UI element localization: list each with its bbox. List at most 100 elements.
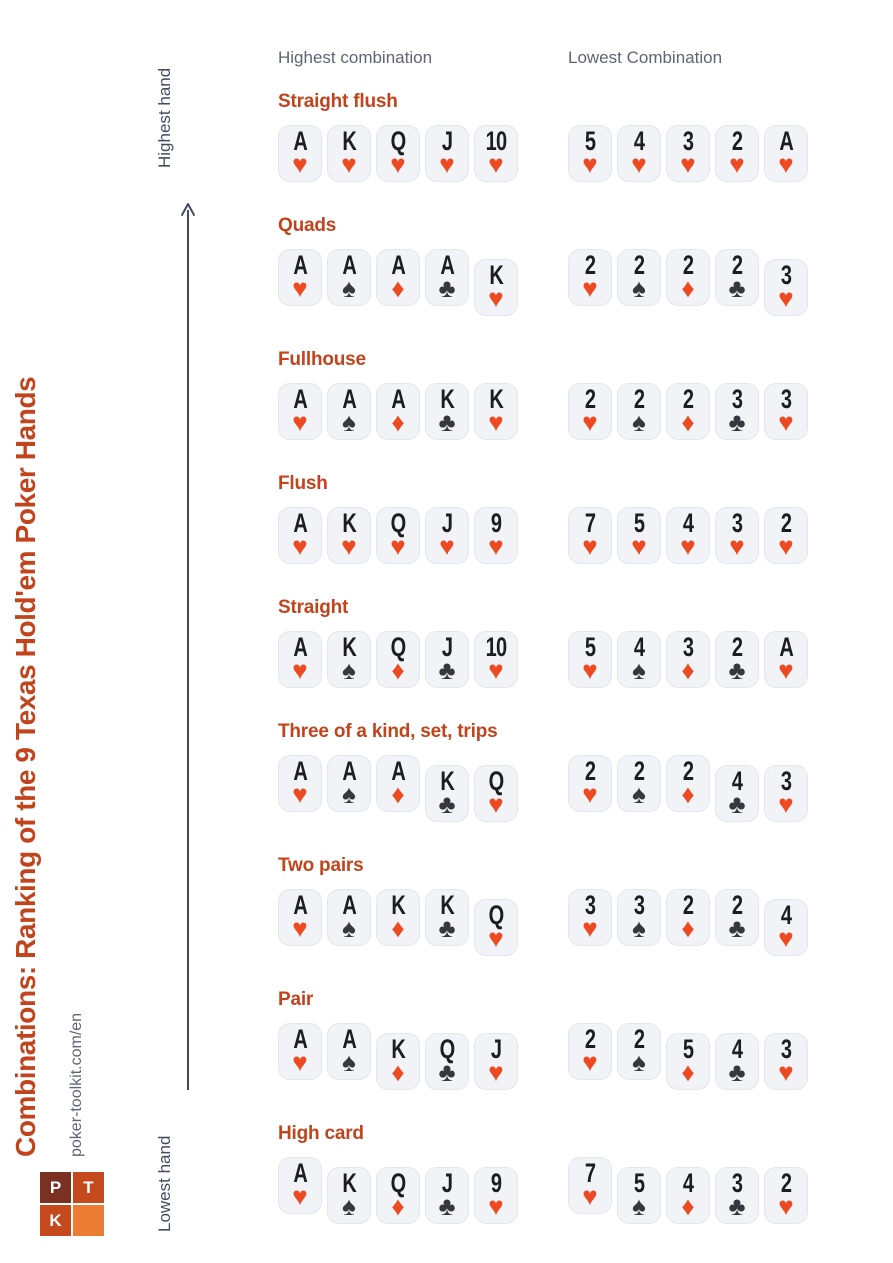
card-rank: Q bbox=[439, 1034, 456, 1064]
card-rank: 9 bbox=[490, 1168, 502, 1198]
card-rank: Q bbox=[390, 1168, 407, 1198]
club-suit-icon: ♣ bbox=[728, 1057, 746, 1087]
heart-suit-icon: ♥ bbox=[341, 531, 357, 561]
card-rank: 7 bbox=[584, 508, 596, 538]
heart-suit-icon: ♥ bbox=[582, 149, 598, 179]
spade-suit-icon: ♠ bbox=[632, 655, 646, 685]
heart-suit-icon: ♥ bbox=[680, 149, 696, 179]
playing-card: A ♠ bbox=[327, 755, 371, 812]
playing-card: K ♥ bbox=[474, 259, 518, 316]
club-suit-icon: ♣ bbox=[728, 913, 746, 943]
card-rank: K bbox=[391, 1034, 405, 1064]
club-suit-icon: ♣ bbox=[438, 407, 456, 437]
playing-card: J ♣ bbox=[425, 631, 469, 688]
hand-name: Three of a kind, set, trips bbox=[278, 721, 498, 742]
playing-card: 2 ♥ bbox=[764, 1167, 808, 1224]
card-rank: 2 bbox=[633, 1024, 645, 1054]
playing-card: 9 ♥ bbox=[474, 1167, 518, 1224]
card-rank: 4 bbox=[682, 508, 694, 538]
hand-name: Fullhouse bbox=[278, 349, 366, 370]
club-suit-icon: ♣ bbox=[728, 407, 746, 437]
club-suit-icon: ♣ bbox=[438, 1191, 456, 1221]
spade-suit-icon: ♠ bbox=[342, 1047, 356, 1077]
hand-section: High card A ♥ K ♠ Q ♦ J ♣ 9 ♥ 7 ♥ 5 ♠ 4 ♦ 3 ♣ 2 ♥ bbox=[278, 1122, 878, 1227]
card-rank: Q bbox=[488, 900, 505, 930]
playing-card: A ♣ bbox=[425, 249, 469, 306]
card-rank: 4 bbox=[731, 766, 743, 796]
playing-card: 2 ♠ bbox=[617, 1023, 661, 1080]
heart-suit-icon: ♥ bbox=[680, 531, 696, 561]
playing-card: A ♥ bbox=[278, 631, 322, 688]
heart-suit-icon: ♥ bbox=[582, 913, 598, 943]
playing-card: Q ♣ bbox=[425, 1033, 469, 1090]
card-rank: A bbox=[391, 384, 405, 414]
highest-combination-cards: A ♥ A ♠ A ♦ A ♣ K ♥ bbox=[278, 249, 878, 316]
spade-suit-icon: ♠ bbox=[632, 407, 646, 437]
playing-card: 3 ♣ bbox=[715, 383, 759, 440]
playing-card: K ♣ bbox=[425, 765, 469, 822]
playing-card: K ♣ bbox=[425, 383, 469, 440]
highest-combination-cards: A ♥ K ♥ Q ♥ J ♥ 10 ♥ bbox=[278, 125, 878, 182]
heart-suit-icon: ♥ bbox=[488, 531, 504, 561]
playing-card: 2 ♣ bbox=[715, 249, 759, 306]
hand-name: Two pairs bbox=[278, 855, 364, 876]
playing-card: Q ♥ bbox=[376, 125, 420, 182]
playing-card: 2 ♠ bbox=[617, 383, 661, 440]
card-rank: 2 bbox=[584, 1024, 596, 1054]
playing-card: 5 ♥ bbox=[568, 125, 612, 182]
playing-card: Q ♥ bbox=[474, 899, 518, 956]
heart-suit-icon: ♥ bbox=[439, 149, 455, 179]
heart-suit-icon: ♥ bbox=[488, 1057, 504, 1087]
card-rank: 10 bbox=[485, 632, 507, 662]
cards-row: A ♥ A ♠ K ♦ K ♣ Q ♥ 3 ♥ 3 ♠ 2 ♦ 2 ♣ 4 ♥ bbox=[278, 889, 878, 959]
card-rank: 2 bbox=[731, 250, 743, 280]
axis-label-highest-hand: Highest hand bbox=[155, 67, 174, 168]
card-rank: 4 bbox=[633, 632, 645, 662]
heart-suit-icon: ♥ bbox=[778, 1057, 794, 1087]
club-suit-icon: ♣ bbox=[438, 655, 456, 685]
spade-suit-icon: ♠ bbox=[632, 913, 646, 943]
card-rank: 2 bbox=[682, 250, 694, 280]
hand-section: Quads A ♥ A ♠ A ♦ A ♣ K ♥ 2 ♥ 2 ♠ 2 ♦ 2 ♣ 3 ♥ bbox=[278, 214, 878, 319]
playing-card: A ♥ bbox=[764, 125, 808, 182]
card-rank: A bbox=[342, 250, 356, 280]
heart-suit-icon: ♥ bbox=[778, 923, 794, 953]
axis-label-lowest-hand: Lowest hand bbox=[155, 1135, 174, 1232]
hand-section: Three of a kind, set, trips A ♥ A ♠ A ♦ K ♣ Q ♥ 2 ♥ 2… bbox=[278, 720, 878, 825]
heart-suit-icon: ♥ bbox=[729, 149, 745, 179]
playing-card: 2 ♥ bbox=[715, 125, 759, 182]
card-rank: 2 bbox=[780, 1168, 792, 1198]
hand-name: Flush bbox=[278, 473, 328, 494]
card-rank: 3 bbox=[731, 508, 743, 538]
site-url: poker-toolkit.com/en bbox=[68, 1012, 85, 1157]
logo-cell-t: T bbox=[73, 1172, 104, 1203]
card-rank: 5 bbox=[633, 1168, 645, 1198]
card-rank: 3 bbox=[780, 766, 792, 796]
heart-suit-icon: ♥ bbox=[488, 789, 504, 819]
playing-card: 3 ♥ bbox=[764, 383, 808, 440]
heart-suit-icon: ♥ bbox=[488, 923, 504, 953]
card-rank: A bbox=[342, 756, 356, 786]
playing-card: A ♥ bbox=[278, 755, 322, 812]
card-rank: 2 bbox=[682, 756, 694, 786]
playing-card: 2 ♦ bbox=[666, 889, 710, 946]
diamond-suit-icon: ♦ bbox=[391, 1191, 405, 1221]
playing-card: 2 ♠ bbox=[617, 249, 661, 306]
card-rank: Q bbox=[390, 126, 407, 156]
card-rank: A bbox=[342, 384, 356, 414]
playing-card: A ♥ bbox=[278, 383, 322, 440]
card-rank: 2 bbox=[682, 384, 694, 414]
heart-suit-icon: ♥ bbox=[488, 1191, 504, 1221]
heart-suit-icon: ♥ bbox=[631, 531, 647, 561]
column-header-lowest: Lowest Combination bbox=[568, 48, 723, 67]
club-suit-icon: ♣ bbox=[728, 789, 746, 819]
playing-card: 4 ♠ bbox=[617, 631, 661, 688]
card-rank: A bbox=[293, 890, 307, 920]
playing-card: A ♦ bbox=[376, 249, 420, 306]
cards-row: A ♥ K ♥ Q ♥ J ♥ 9 ♥ 7 ♥ 5 ♥ 4 ♥ 3 ♥ 2 ♥ bbox=[278, 507, 878, 577]
hand-section: Straight flush A ♥ K ♥ Q ♥ J ♥ 10 ♥ 5 ♥ 4 ♥ 3 ♥ 2 ♥ A ♥ bbox=[278, 90, 878, 195]
card-rank: 5 bbox=[584, 126, 596, 156]
card-rank: A bbox=[293, 126, 307, 156]
playing-card: K ♠ bbox=[327, 1167, 371, 1224]
hand-section: Flush A ♥ K ♥ Q ♥ J ♥ 9 ♥ 7 ♥ 5 ♥ 4 ♥ 3 ♥ 2 ♥ bbox=[278, 472, 878, 577]
